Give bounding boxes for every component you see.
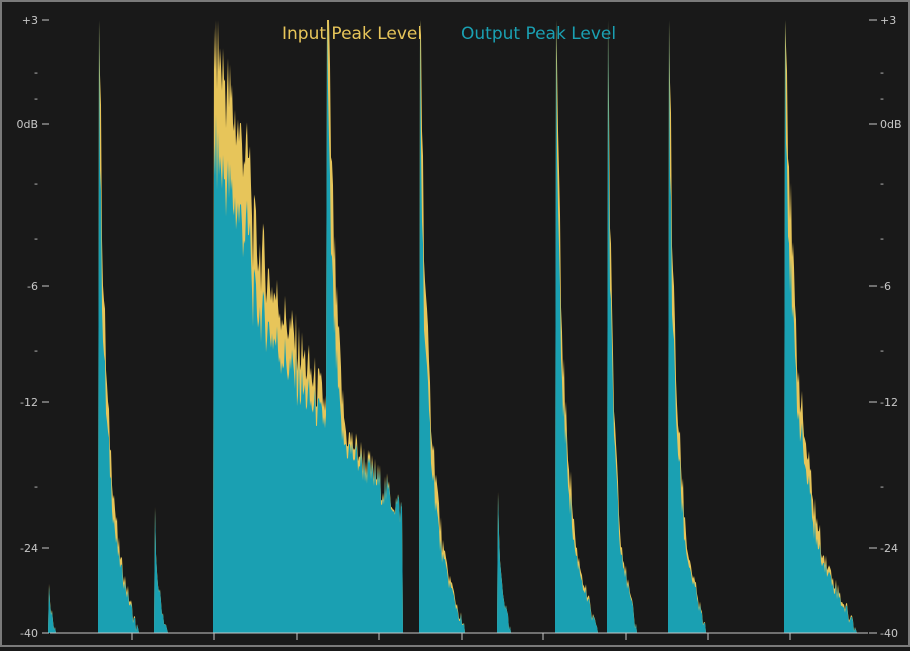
output-peak-level-area <box>40 20 870 633</box>
input-peak-level-area <box>40 20 870 633</box>
